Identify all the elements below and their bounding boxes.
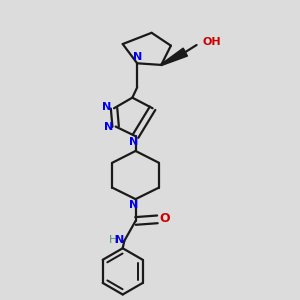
Text: N: N [104, 122, 113, 132]
Text: H: H [109, 235, 117, 245]
Polygon shape [161, 48, 188, 65]
Text: O: O [159, 212, 170, 225]
Text: OH: OH [202, 38, 221, 47]
Text: N: N [115, 235, 124, 245]
Text: N: N [129, 137, 139, 147]
Text: N: N [133, 52, 142, 62]
Text: N: N [129, 200, 139, 210]
Text: N: N [102, 102, 112, 112]
